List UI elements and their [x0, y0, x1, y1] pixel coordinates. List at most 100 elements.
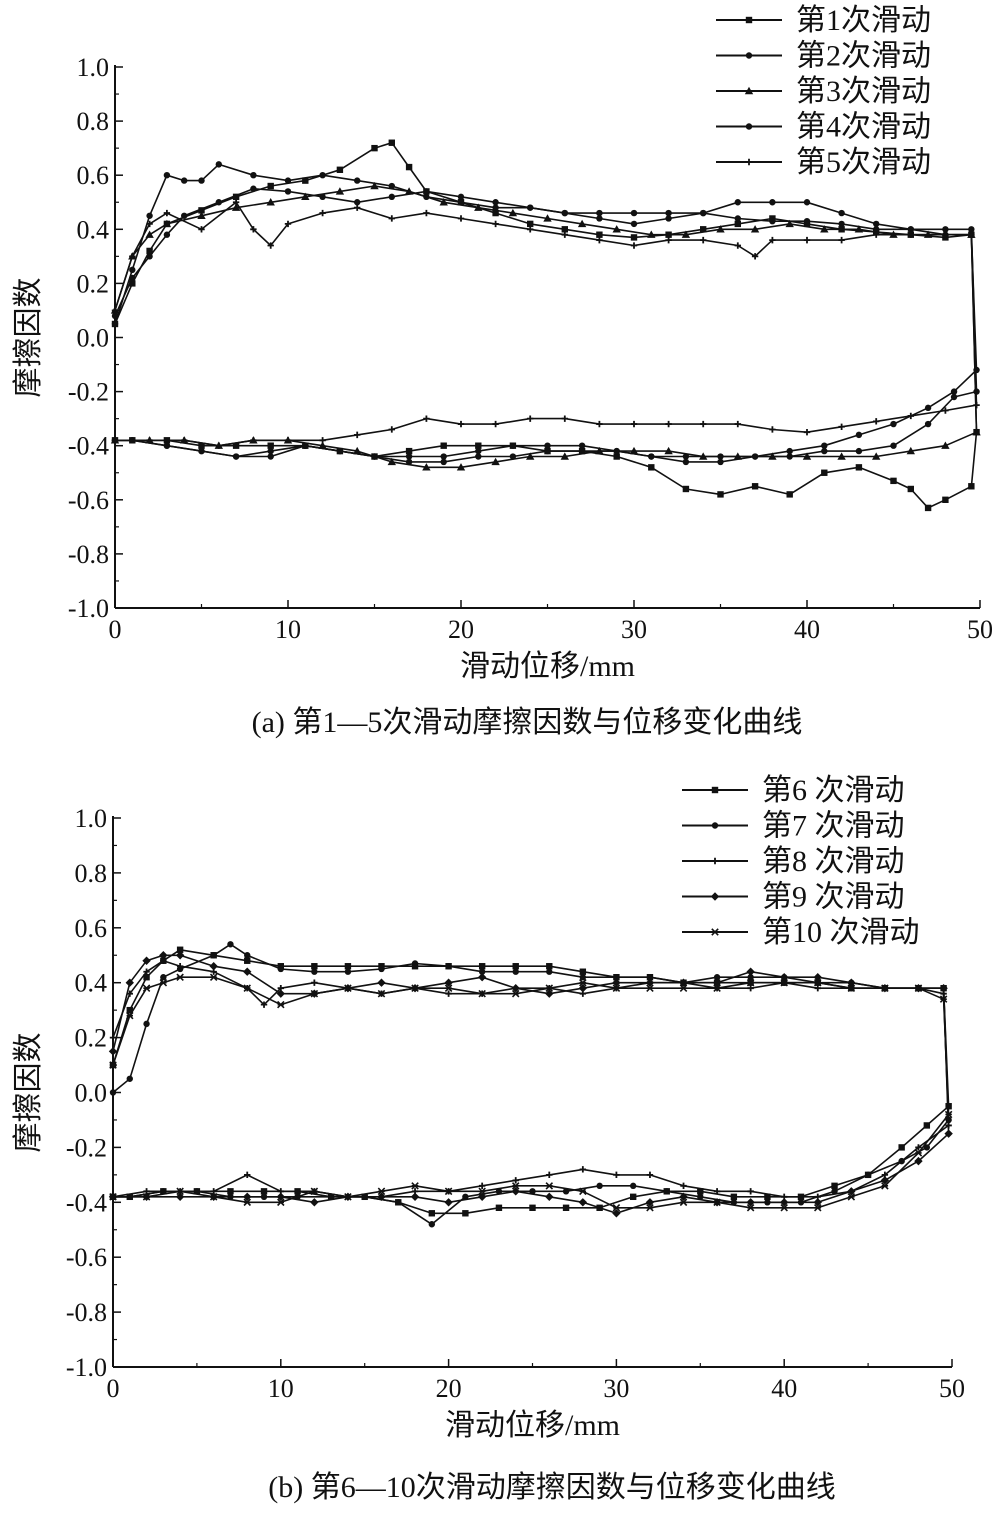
data-point: [751, 453, 759, 460]
data-point: [388, 193, 395, 201]
legend-label: 第9 次滑动: [762, 881, 905, 914]
data-point: [612, 225, 621, 233]
data-point: [462, 1193, 469, 1201]
data-point: [129, 266, 136, 274]
data-point: [647, 230, 656, 238]
data-point: [444, 984, 453, 992]
data-point: [146, 253, 153, 260]
data-point: [734, 242, 741, 249]
y-tick-label: 0.0: [77, 324, 110, 353]
data-point: [231, 203, 241, 211]
data-point: [734, 220, 741, 228]
data-point: [244, 957, 251, 964]
data-point: [941, 441, 950, 449]
data-point: [682, 453, 690, 460]
legend-marker: [711, 786, 719, 794]
data-point: [939, 995, 948, 1003]
data-point: [831, 1188, 838, 1195]
data-point: [250, 185, 257, 192]
data-point: [109, 1089, 117, 1096]
data-point: [327, 1193, 335, 1201]
data-point: [803, 236, 811, 244]
x-tick-label: 50: [939, 1374, 965, 1403]
data-point: [404, 187, 414, 195]
series-5: [109, 973, 953, 1212]
data-point: [529, 1188, 536, 1195]
data-point: [914, 1156, 923, 1166]
data-point: [423, 209, 430, 217]
data-point: [665, 236, 672, 244]
data-point: [111, 312, 119, 320]
data-point: [907, 226, 914, 233]
data-point: [244, 1171, 251, 1179]
data-point: [679, 1198, 688, 1207]
data-point: [410, 1192, 420, 1202]
data-point: [700, 209, 707, 217]
data-point: [821, 469, 828, 476]
chart-a: 1.0 0.8 0.6 0.4 0.2 0.0 -0.2 -0.4 -0.6 -0.8 -1.00 1…: [12, 4, 993, 739]
data-point: [215, 199, 222, 206]
data-point: [613, 974, 620, 981]
data-point: [423, 188, 430, 195]
data-point: [423, 415, 430, 422]
x-tick-label: 30: [621, 615, 647, 644]
data-point: [717, 491, 724, 498]
data-point: [847, 978, 856, 987]
data-point: [318, 441, 327, 449]
data-point: [898, 1144, 905, 1151]
data-point: [491, 457, 500, 466]
data-point: [143, 1020, 150, 1028]
data-point: [630, 220, 638, 228]
data-point: [545, 984, 554, 992]
data-point: [561, 415, 568, 422]
data-point: [284, 177, 292, 184]
data-point: [250, 437, 257, 444]
series-line: [112, 959, 950, 1198]
y-axis-title: 摩擦因数: [12, 1033, 45, 1153]
data-point: [579, 1187, 587, 1196]
data-point: [440, 458, 447, 466]
data-point: [126, 1075, 133, 1082]
data-point: [596, 1182, 603, 1190]
data-point: [546, 963, 553, 970]
data-point: [509, 453, 517, 460]
x-axis-title: 滑动位移/mm: [460, 650, 635, 683]
data-point: [319, 209, 326, 217]
data-point: [405, 447, 413, 455]
chart-caption: (a) 第1—5次滑动摩擦因数与位移变化曲线: [252, 706, 803, 739]
data-point: [509, 442, 517, 449]
data-point: [302, 442, 309, 449]
data-point: [923, 1144, 931, 1151]
data-point: [492, 199, 499, 206]
data-point: [181, 177, 188, 184]
data-point: [511, 989, 520, 998]
data-point: [146, 247, 153, 255]
data-point: [111, 437, 119, 444]
data-point: [546, 968, 553, 975]
data-point: [198, 442, 205, 449]
data-point: [405, 453, 413, 460]
data-point: [109, 1193, 117, 1201]
y-tick-label: -1.0: [66, 1353, 107, 1382]
legend-label: 第10 次滑动: [762, 916, 920, 949]
data-point: [266, 198, 275, 206]
data-point: [646, 974, 654, 981]
data-point: [353, 446, 362, 455]
data-point: [277, 1000, 285, 1009]
data-point: [163, 172, 171, 179]
data-point: [176, 1187, 184, 1196]
series-4: [111, 185, 980, 466]
data-point: [439, 198, 448, 206]
data-point: [942, 231, 949, 238]
y-tick-label: 0.2: [77, 269, 110, 298]
data-point: [972, 427, 981, 436]
y-tick-label: -0.8: [66, 1298, 107, 1327]
data-point: [733, 452, 742, 460]
x-tick-label: 0: [107, 1374, 120, 1403]
data-point: [478, 968, 486, 975]
data-point: [923, 1122, 931, 1129]
legend-label: 第4次滑动: [796, 111, 931, 144]
data-point: [310, 1187, 319, 1196]
data-point: [646, 1171, 654, 1179]
data-point: [873, 220, 880, 228]
